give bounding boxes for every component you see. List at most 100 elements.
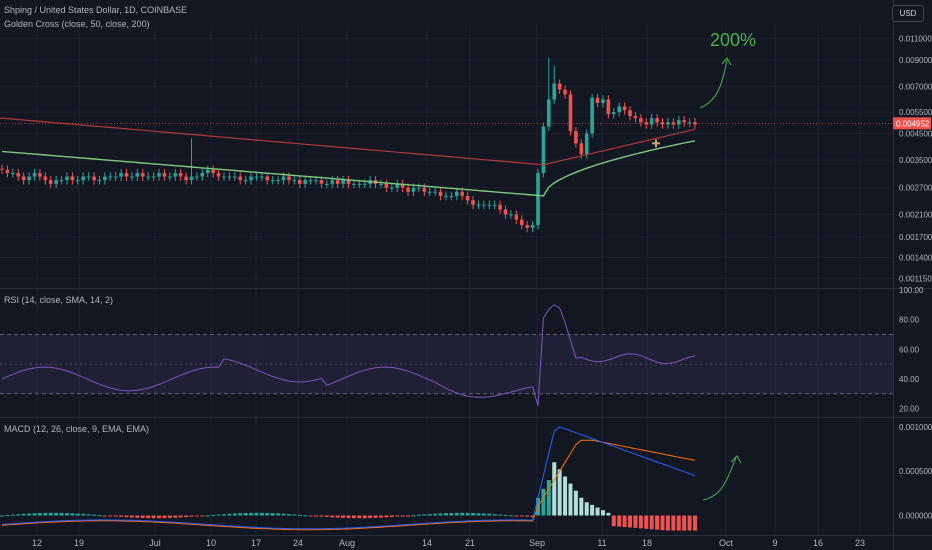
macd-histogram-bar <box>297 514 302 516</box>
candle-body <box>16 173 21 177</box>
ma50-line <box>1 140 696 197</box>
candle-body <box>682 120 686 123</box>
macd-histogram-bar <box>351 515 356 519</box>
golden-cross-legend: Golden Cross (close, 50, close, 200) <box>4 19 150 29</box>
candle-body <box>509 214 513 216</box>
macd-histogram-bar <box>265 512 270 516</box>
macd-line <box>1 426 696 530</box>
candle-body <box>130 176 134 178</box>
currency-button[interactable]: USD <box>892 5 924 22</box>
candle-body <box>86 176 91 178</box>
last-price-badge <box>893 117 931 130</box>
y-tick-label: 0.004500 <box>899 129 932 138</box>
macd-histogram-bar <box>54 512 59 516</box>
macd-histogram-bar <box>384 515 389 518</box>
macd-histogram-bar <box>476 513 481 516</box>
macd-histogram-bar <box>622 515 627 528</box>
rsi-y-tick-label: 60.00 <box>899 345 920 354</box>
candle-body <box>406 187 410 192</box>
macd-histogram-bar <box>655 515 660 530</box>
macd-histogram-bar <box>498 514 503 516</box>
candle-body <box>140 173 145 177</box>
macd-histogram-bar <box>590 504 595 516</box>
macd-histogram-bar <box>525 515 530 517</box>
candle-body <box>222 176 226 178</box>
x-tick-label: 21 <box>465 538 475 548</box>
candle-body <box>205 169 210 174</box>
macd-histogram-bar <box>238 513 243 516</box>
macd-histogram-bar <box>373 515 378 518</box>
macd-histogram-bar <box>64 513 69 516</box>
macd-histogram-bar <box>216 514 221 516</box>
macd-histogram-bar <box>286 514 291 516</box>
rsi-legend: RSI (14, close, SMA, 14, 2) <box>4 295 114 305</box>
macd-histogram-bar <box>314 515 319 517</box>
candle-body <box>395 183 400 188</box>
candle-body <box>303 180 307 184</box>
candle-body <box>233 176 237 178</box>
candle-body <box>525 225 529 228</box>
macd-histogram-bar <box>16 514 21 516</box>
macd-histogram-bar <box>276 513 281 516</box>
macd-histogram-bar <box>319 515 324 517</box>
macd-histogram-bar <box>59 512 64 516</box>
x-tick-label: Jul <box>149 538 161 548</box>
candle-body <box>195 176 199 178</box>
candle-body <box>384 183 389 188</box>
y-tick-label: 0.001400 <box>899 253 932 262</box>
macd-histogram-bar <box>584 502 589 516</box>
candle-body <box>536 173 540 226</box>
candle-body <box>438 191 443 196</box>
candle-body <box>135 173 140 177</box>
candle-body <box>352 183 356 185</box>
macd-histogram-bar <box>503 514 508 516</box>
macd-histogram-bar <box>492 514 497 516</box>
macd-histogram-bar <box>530 515 535 518</box>
candle-body <box>48 180 53 184</box>
macd-histogram-bar <box>693 515 697 531</box>
candle-body <box>211 169 215 174</box>
candle-body <box>622 106 627 111</box>
rsi-line <box>1 304 696 406</box>
macd-histogram-bar <box>687 515 692 531</box>
macd-histogram-bar <box>395 515 400 517</box>
y-tick-label: 0.001700 <box>899 233 932 242</box>
macd-y-tick-label: 0.000500 <box>899 467 932 476</box>
x-tick-label: 16 <box>813 538 823 548</box>
candle-body <box>162 173 167 177</box>
candle-body <box>227 176 232 178</box>
macd-histogram-bar <box>368 515 373 519</box>
candle-body <box>249 176 253 181</box>
macd-histogram-bar <box>211 514 216 516</box>
candle-body <box>168 176 172 178</box>
macd-legend: MACD (12, 26, close, 9, EMA, EMA) <box>4 424 150 434</box>
macd-histogram-bar <box>378 515 383 518</box>
macd-histogram-bar <box>81 513 86 516</box>
macd-histogram-bar <box>151 515 156 519</box>
macd-histogram-bar <box>32 513 37 516</box>
macd-histogram-bar <box>644 515 649 529</box>
macd-histogram-bar <box>617 515 622 527</box>
candle-body <box>276 180 280 182</box>
macd-histogram-bar <box>454 512 459 516</box>
candle-body <box>617 106 622 113</box>
y-tick-label: 0.002100 <box>899 210 932 219</box>
candle-body <box>644 122 649 125</box>
macd-histogram-bar <box>249 512 254 516</box>
macd-histogram-bar <box>341 515 346 518</box>
candle-body <box>260 176 264 178</box>
x-tick-label: 17 <box>251 538 261 548</box>
candle-body <box>579 143 584 155</box>
macd-histogram-bar <box>427 513 432 516</box>
candle-body <box>92 176 96 181</box>
macd-histogram-bar <box>178 515 183 518</box>
macd-histogram-bar <box>362 515 367 519</box>
candle-body <box>574 131 578 144</box>
x-tick-label: 23 <box>855 538 865 548</box>
x-tick-label: 12 <box>32 538 42 548</box>
macd-histogram-bar <box>43 512 48 516</box>
rsi-y-tick-label: 80.00 <box>899 316 920 325</box>
candle-body <box>265 176 270 181</box>
candle-body <box>38 173 42 177</box>
